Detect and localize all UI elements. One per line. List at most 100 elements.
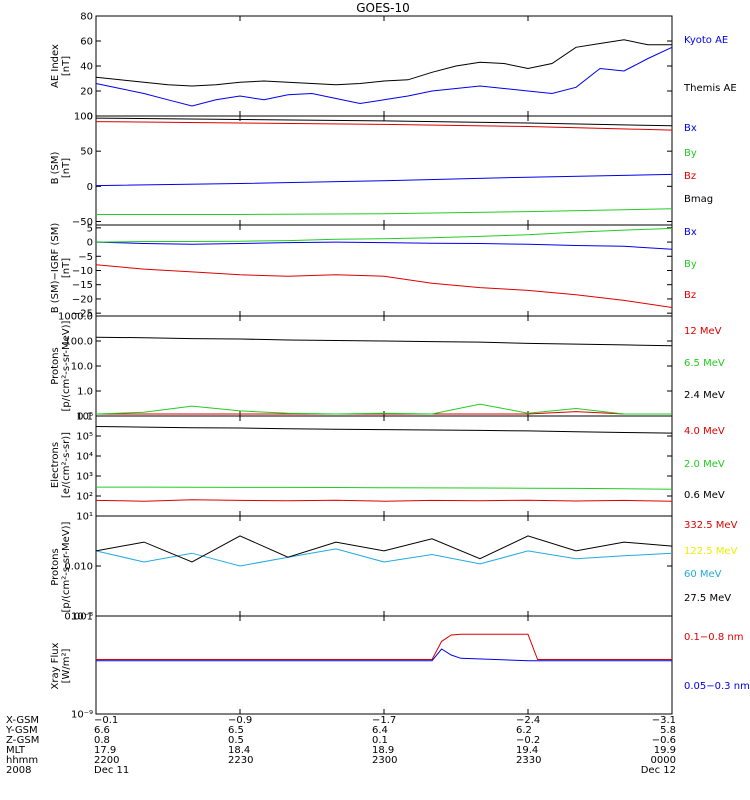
series-line [95,403,672,415]
series-line [95,264,673,308]
y-tick-label: 100.0 [64,337,93,348]
x-row-label: Z-GSM [6,735,39,746]
y-tick-label: −10 [72,266,93,277]
series-line [95,548,673,567]
panel-5: 10¹ 10² 10³ 10⁴ 10⁵ 10⁶ Electrons[e/(cm²-s-sr)… [50,412,725,523]
y-tick-label: 10⁵ [76,432,93,443]
x-row-value: 19.4 [516,745,538,756]
x-row-value: 6.6 [94,725,110,736]
y-axis-label: Protons[p/(cm²-s-sr-MeV)] [50,521,72,612]
x-row-value: 19.9 [654,745,676,756]
series-line [96,411,672,415]
x-row-value: 0.8 [94,735,110,746]
x-row-value: 0.5 [228,735,244,746]
y-tick-label: 10⁻⁸ [71,612,93,623]
x-row-value: 6.5 [228,725,244,736]
legend-entry: Themis AE [683,83,737,94]
legend-entry: 2.0 MeV [684,459,725,470]
y-axis-label: B (SM)[nT] [50,151,72,184]
y-tick-label: 80 [80,12,93,23]
x-row-value: 18.9 [372,745,394,756]
legend-entry: By [684,148,697,159]
y-tick-label: 0.001 [64,612,93,623]
legend-entry: Bx [684,123,697,134]
y-tick-label: −5 [78,252,93,263]
legend-entry: 0.05−0.3 nm [684,681,750,692]
legend-entry: Bmag [684,194,713,205]
y-tick-label: 40 [80,62,93,73]
panel-3: −25 −20 −15 −10 −5 0 5 B (SM)−IGRF (SM)[nT] Bx By… [50,223,697,320]
y-tick-label: −20 [72,294,93,305]
y-tick-label: 50 [80,147,93,158]
y-axis-label: Xray Flux[W/m²] [50,642,72,689]
y-tick-label: 0.010 [64,562,93,573]
legend-entry: 332.5 MeV [684,520,738,531]
legend-entry: 0.1−0.8 nm [684,632,743,643]
y-axis-label: B (SM)−IGRF (SM)[nT] [50,223,72,314]
y-tick-label: −25 [72,309,93,320]
legend-entry: 12 MeV [684,326,722,337]
series-line [95,535,673,563]
y-tick-label: 1000.0 [58,312,93,323]
y-tick-label: 60 [80,37,93,48]
series-line [95,117,673,127]
x-row-value: 18.4 [228,745,250,756]
y-tick-label: −50 [72,217,93,228]
legend-entry: 60 MeV [684,569,722,580]
series-line [96,648,672,662]
legend-entry: 122.5 MeV [684,546,738,557]
x-row-label: hhmm [6,755,38,766]
x-row-value: −0.6 [652,735,676,746]
plot-title: GOES-10 [356,1,410,15]
y-axis-label: Protons[p/(cm²-s-sr-MeV)] [50,320,72,411]
y-tick-label: 10⁶ [76,412,93,423]
x-row-value: −0.9 [228,715,252,726]
panel-frame [95,15,673,117]
x-row-value: 0.1 [372,735,388,746]
y-tick-label: 10³ [76,472,93,483]
x-row-value: 6.4 [372,725,388,736]
x-row-label: X-GSM [6,715,39,726]
series-line [95,121,673,131]
y-tick-label: 5 [87,223,93,234]
panels: 0 20 40 60 80 AE Index[nT] Kyoto AE Themis AE −5… [50,12,750,721]
series-line [95,227,673,243]
y-tick-label: 0 [87,182,93,193]
series-line [95,336,673,347]
y-axis-label: Electrons[e/(cm²-s-sr)] [50,432,72,498]
x-row-value: 5.8 [660,725,676,736]
legend-entry: Bx [684,227,697,238]
x-row-value: 0000 [651,755,676,766]
x-row-value: Dec 12 [641,765,676,776]
x-axis-table: X-GSM −0.1 −0.9 −1.7 −2.4 −3.1 Y-GSM 6.6 6.5 6.4 6… [5,715,676,776]
series-line [95,426,673,434]
legend-entry: 2.4 MeV [684,390,725,401]
x-row-label: 2008 [6,765,31,776]
x-row-value: −1.7 [372,715,396,726]
series-line [95,499,673,502]
legend-entry: By [684,259,697,270]
series-line [95,173,673,187]
x-row-value: −3.1 [652,715,676,726]
y-tick-label: 20 [80,87,93,98]
y-tick-label: 10.0 [71,362,93,373]
legend-entry: 6.5 MeV [684,358,725,369]
panel-frame [95,115,673,226]
x-row-value: −2.4 [516,715,540,726]
panel-4: 0.1 1.0 10.0 100.0 1000.0Protons[p/(cm²-s-sr… [50,312,725,423]
y-tick-label: 10¹ [76,512,93,523]
series-line [95,241,673,250]
series-line [95,46,673,107]
y-tick-label: −15 [72,280,93,291]
y-tick-label: 0 [87,238,93,249]
panel-7: 10⁻⁹ 10⁻⁸ Xray Flux[W/m²] 0.1−0.8 nm 0.05−0.… [50,612,750,721]
panel-frame [95,615,673,715]
x-row-value: Dec 11 [94,765,129,776]
legend-entry: Bz [684,290,696,301]
legend-entry: Bz [684,171,696,182]
legend-entry: 4.0 MeV [684,426,725,437]
series-line [95,39,672,87]
series-line [96,633,672,660]
